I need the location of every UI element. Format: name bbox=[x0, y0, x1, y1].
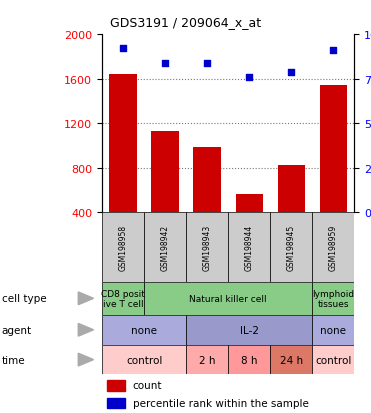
Point bbox=[120, 46, 126, 52]
Point bbox=[330, 48, 336, 55]
Bar bbox=[194, 147, 221, 213]
Text: GSM198944: GSM198944 bbox=[245, 224, 254, 271]
Bar bbox=[107, 380, 125, 391]
Bar bbox=[107, 398, 125, 408]
Bar bbox=[270, 213, 312, 282]
Text: GSM198945: GSM198945 bbox=[287, 224, 296, 271]
Point bbox=[246, 74, 252, 81]
Bar bbox=[228, 213, 270, 282]
Bar bbox=[236, 195, 263, 213]
Bar bbox=[312, 282, 354, 315]
Text: CD8 posit
ive T cell: CD8 posit ive T cell bbox=[101, 289, 145, 308]
Text: cell type: cell type bbox=[2, 294, 46, 304]
Bar bbox=[144, 213, 186, 282]
Text: GSM198958: GSM198958 bbox=[119, 224, 128, 271]
Text: time: time bbox=[2, 355, 26, 365]
Point bbox=[204, 60, 210, 67]
Point bbox=[288, 69, 294, 76]
Text: none: none bbox=[320, 325, 346, 335]
Bar bbox=[312, 315, 354, 345]
Bar bbox=[228, 345, 270, 375]
Text: GSM198942: GSM198942 bbox=[161, 224, 170, 271]
Bar bbox=[109, 75, 137, 213]
Bar bbox=[102, 282, 144, 315]
Text: GDS3191 / 209064_x_at: GDS3191 / 209064_x_at bbox=[110, 16, 261, 29]
Text: control: control bbox=[315, 355, 351, 365]
Bar bbox=[312, 213, 354, 282]
Bar bbox=[144, 282, 312, 315]
Bar bbox=[102, 315, 186, 345]
Text: IL-2: IL-2 bbox=[240, 325, 259, 335]
Bar bbox=[278, 166, 305, 213]
Text: Natural killer cell: Natural killer cell bbox=[189, 294, 267, 303]
Text: GSM198959: GSM198959 bbox=[329, 224, 338, 271]
Bar bbox=[151, 132, 179, 213]
Polygon shape bbox=[78, 292, 93, 305]
Point bbox=[162, 60, 168, 67]
Text: control: control bbox=[126, 355, 162, 365]
Polygon shape bbox=[78, 324, 93, 336]
Bar bbox=[319, 86, 347, 213]
Text: 24 h: 24 h bbox=[280, 355, 303, 365]
Bar bbox=[270, 345, 312, 375]
Bar bbox=[312, 345, 354, 375]
Text: agent: agent bbox=[2, 325, 32, 335]
Bar bbox=[186, 345, 228, 375]
Text: 8 h: 8 h bbox=[241, 355, 257, 365]
Text: percentile rank within the sample: percentile rank within the sample bbox=[133, 398, 309, 408]
Text: lymphoid
tissues: lymphoid tissues bbox=[312, 289, 354, 308]
Text: count: count bbox=[133, 380, 162, 390]
Text: GSM198943: GSM198943 bbox=[203, 224, 211, 271]
Text: 2 h: 2 h bbox=[199, 355, 216, 365]
Polygon shape bbox=[78, 354, 93, 366]
Text: none: none bbox=[131, 325, 157, 335]
Bar bbox=[102, 213, 144, 282]
Bar bbox=[186, 213, 228, 282]
Bar bbox=[186, 315, 312, 345]
Bar bbox=[102, 345, 186, 375]
